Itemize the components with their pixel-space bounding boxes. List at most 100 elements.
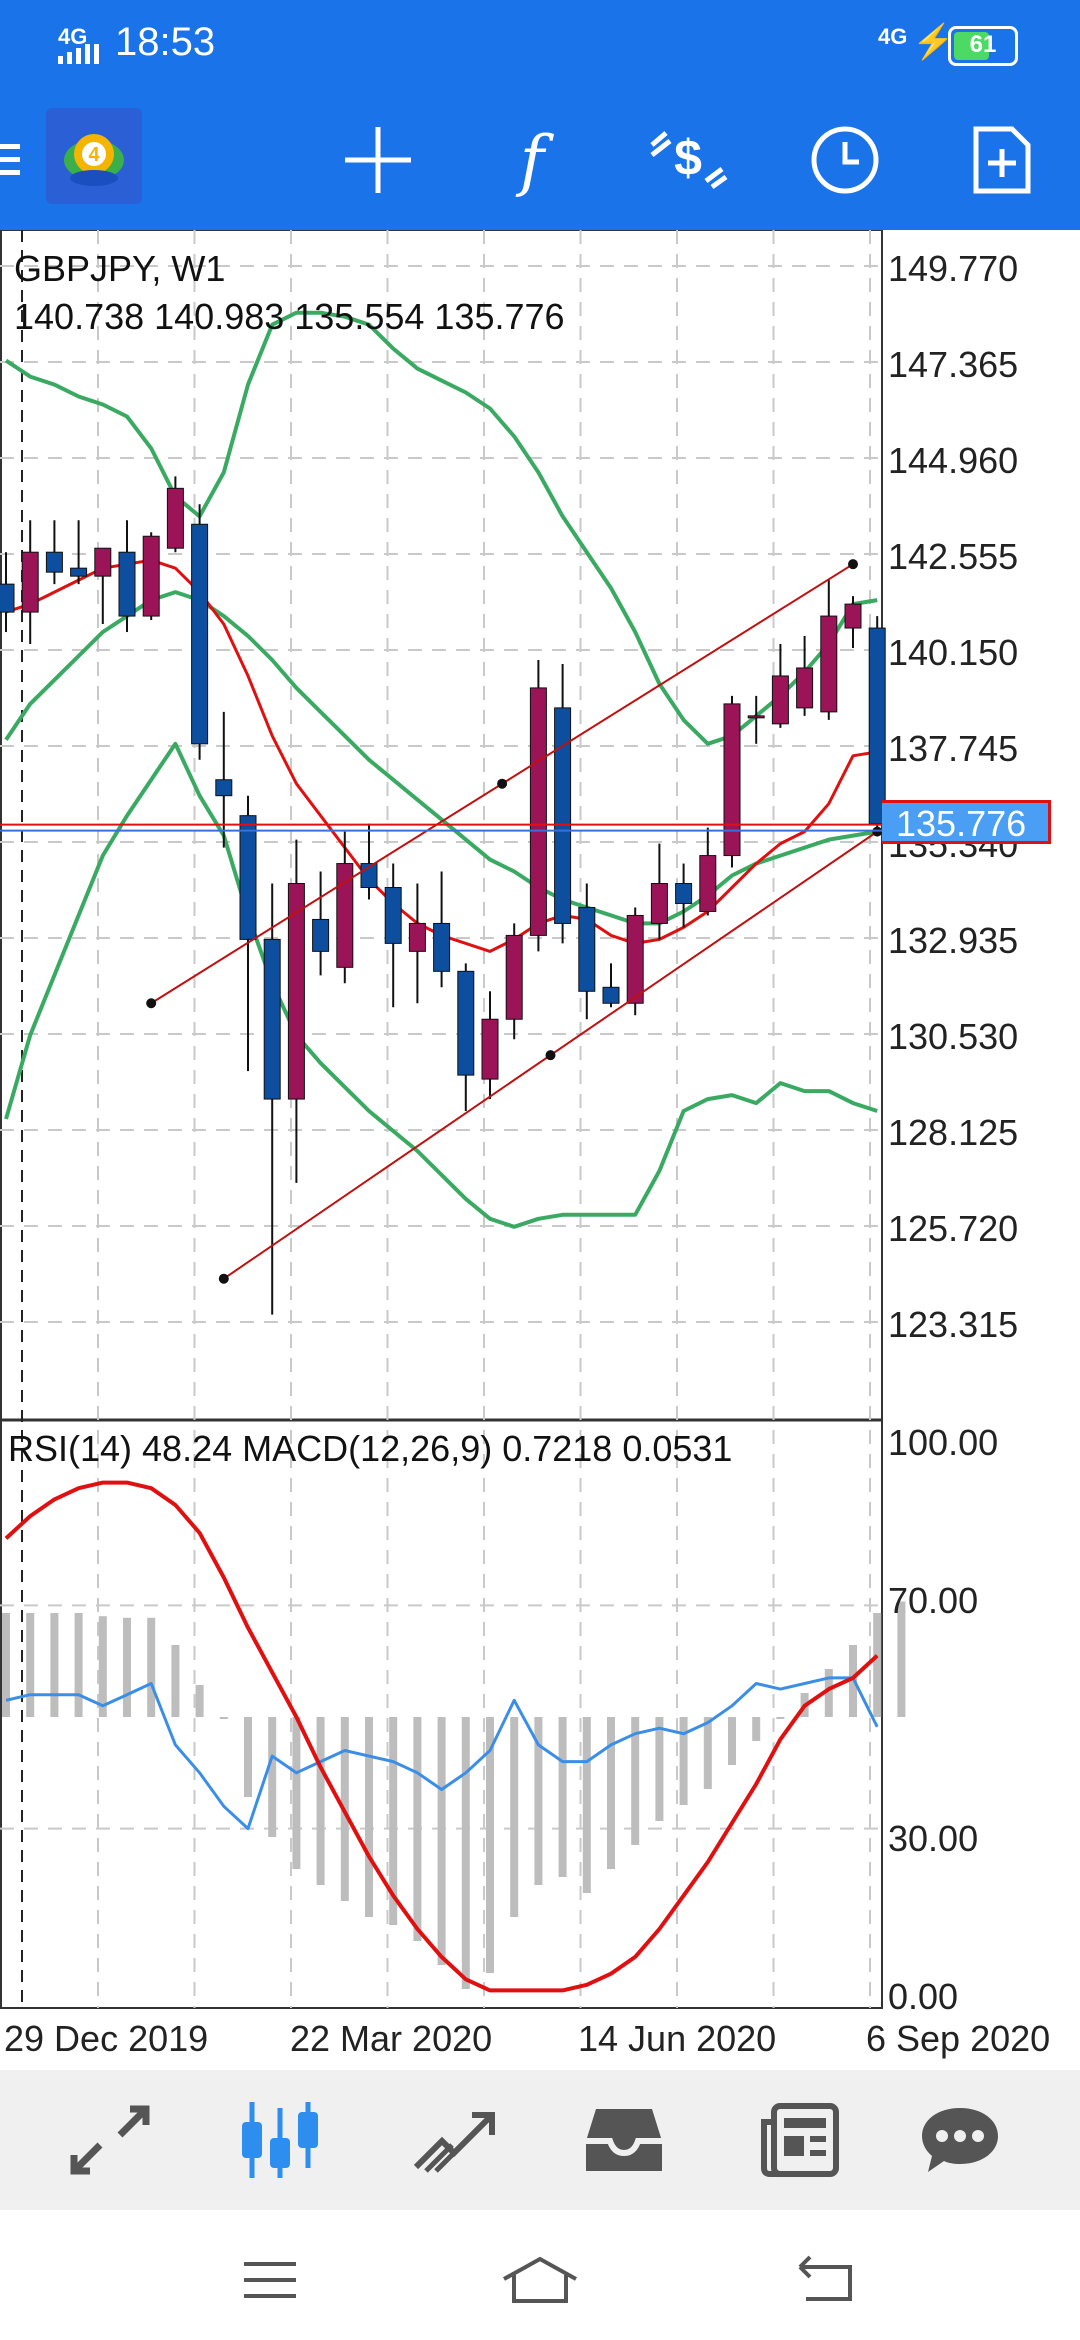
current-price: 135.776 [896,803,1027,844]
clock-time: 18:53 [115,20,216,64]
trend-line-anchor [545,1050,556,1061]
menu-button[interactable] [0,110,40,210]
macd-histogram-bar [655,1717,664,1821]
macd-histogram-bar [752,1717,761,1741]
chart-frame [0,230,883,2009]
back-icon [798,2255,852,2301]
macd-histogram-bar [679,1717,688,1805]
nav-news[interactable] [740,2085,860,2195]
recent-apps-button[interactable] [220,2240,320,2320]
candle-body [529,687,547,936]
new-order-button[interactable] [952,110,1052,210]
macd-histogram-bar [461,1717,470,1989]
candle-body [626,914,644,1004]
trend-line-anchor [497,778,508,789]
metatrader-logo[interactable]: 4 [46,108,142,204]
price-axis-label: 125.720 [888,1208,1019,1249]
price-axis-label: 137.745 [888,728,1019,769]
macd-histogram-bar [171,1645,180,1717]
new-document-icon [973,126,1031,194]
menu-icon [0,144,20,175]
macd-histogram-bar [292,1717,301,1869]
current-price-tag: 135.776 [882,800,1051,844]
indicator-axis-label: 100.00 [888,1422,999,1463]
macd-histogram-bar [510,1717,519,1917]
signal-bars-icon [58,44,99,64]
candle-body [433,922,451,972]
macd-histogram-bar [244,1717,252,1797]
macd-histogram-bar [897,1601,906,1717]
candle-body [0,583,15,613]
trade-icon [413,2112,495,2173]
candle-body [191,523,209,745]
trade-button[interactable]: $ [638,110,738,210]
macd-histogram-bar [728,1717,736,1765]
macd-histogram-bar [389,1717,398,1925]
candle-body [602,986,620,1004]
candle-body [45,551,63,573]
charging-icon: ⚡ [912,23,955,61]
candle-body [215,779,233,797]
indicator-axis-label: 30.00 [888,1818,979,1859]
indicators-button[interactable]: f [482,110,582,210]
macd-histogram-bar [703,1717,712,1789]
quotes-icon [70,2105,150,2175]
bollinger-lower-line [4,741,878,1229]
date-axis-label: 22 Mar 2020 [290,2018,493,2059]
candle-body [263,938,281,1100]
news-icon [761,2103,839,2177]
candle-body [312,918,330,952]
date-axis-label: 6 Sep 2020 [866,2018,1051,2059]
indicator-axis-label: 0.00 [888,1976,959,2017]
nav-history[interactable] [564,2085,684,2195]
macd-histogram-bar [98,1616,107,1717]
macd-histogram-bar [486,1717,494,1973]
macd-histogram-bar [607,1717,615,1869]
svg-text:$: $ [674,130,702,186]
function-icon: f [519,121,545,199]
candle-body [142,535,160,617]
indicator-header: RSI(14) 48.24 MACD(12,26,9) 0.7218 0.053… [8,1428,733,1469]
macd-histogram-bar [26,1613,35,1717]
history-icon [586,2109,662,2171]
macd-histogram-bar [873,1613,882,1717]
candle-body [723,703,741,857]
candle-body [457,970,475,1076]
nav-quotes[interactable] [50,2085,170,2195]
candle-body [505,934,523,1020]
macd-histogram-bar [219,1717,228,1719]
candle-body [650,883,668,924]
macd-histogram-bar [413,1717,422,1941]
macd-histogram-bar [195,1685,204,1717]
messages-icon [922,2108,998,2172]
date-axis-label: 29 Dec 2019 [4,2018,209,2059]
macd-histogram-bar [123,1617,131,1717]
price-axis-label: 149.770 [888,248,1019,289]
macd-histogram-bar [534,1717,543,1885]
macd-histogram-bar [631,1717,640,1845]
symbol-timeframe: GBPJPY, W1 [14,248,226,289]
bottom-navigation [0,2070,1080,2210]
nav-messages[interactable] [900,2085,1020,2195]
macd-histogram-bar [437,1717,446,1965]
nav-chart[interactable] [220,2085,340,2195]
back-button[interactable] [776,2240,876,2320]
macd-histogram-bar [74,1613,83,1717]
ohlc-values: 140.738 140.983 135.554 135.776 [14,296,565,337]
macd-histogram-bar [316,1717,325,1885]
crosshair-button[interactable] [328,110,428,210]
candle-body [796,667,814,709]
candle-body [771,675,789,725]
macd-histogram-bar [50,1613,59,1717]
candle-body [94,547,112,577]
home-button[interactable] [490,2240,590,2320]
timeframe-button[interactable] [795,110,895,210]
price-axis-label: 130.530 [888,1016,1019,1057]
price-chart[interactable] [0,230,1080,2070]
price-axis-label: 140.150 [888,632,1019,673]
macd-histogram-bar [147,1617,156,1717]
nav-trade[interactable] [394,2085,514,2195]
chart-area[interactable]: GBPJPY, W1 140.738 140.983 135.554 135.7… [0,230,1080,2070]
candle-body [844,603,862,629]
top-toolbar: 4 f $ [0,90,1080,230]
